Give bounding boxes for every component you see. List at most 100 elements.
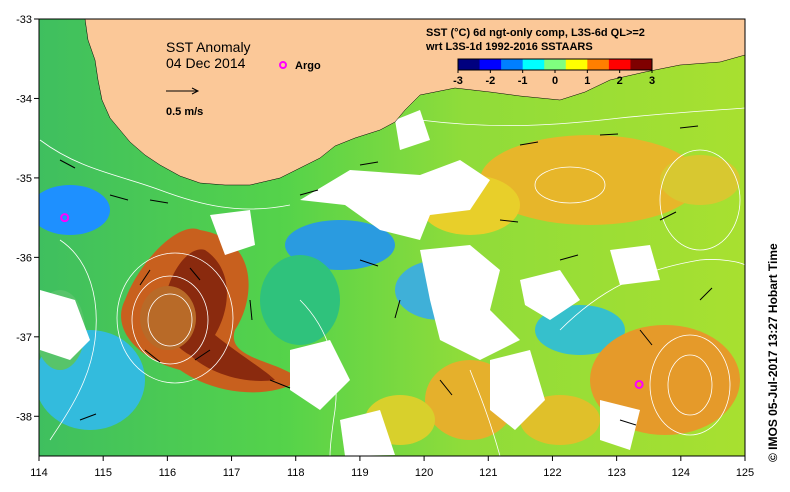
map-frame bbox=[38, 18, 746, 457]
colorbar-tick-label: 2 bbox=[617, 75, 623, 87]
velocity-arrow bbox=[699, 287, 713, 301]
contour-line bbox=[469, 369, 501, 456]
warm-patch-south-east bbox=[520, 395, 600, 445]
velocity-arrow bbox=[269, 379, 291, 389]
argo-legend: Argo bbox=[279, 60, 321, 72]
argo-float-marker bbox=[60, 213, 70, 223]
map-plot-area bbox=[39, 19, 745, 456]
no-data-patch-8 bbox=[340, 410, 395, 456]
colorbar-segment bbox=[522, 59, 545, 70]
contour-line bbox=[131, 275, 209, 365]
colorbar-title: SST (°C) 6d ngt-only comp, L3S-6d QL>=2 bbox=[426, 27, 645, 39]
velocity-arrow bbox=[394, 299, 401, 319]
velocity-arrow bbox=[139, 269, 151, 286]
velocity-arrow bbox=[499, 219, 519, 223]
no-data-patch-4 bbox=[210, 210, 255, 255]
velocity-arrow bbox=[439, 379, 453, 396]
velocity-arrow bbox=[659, 211, 677, 221]
warm-patch-northeast bbox=[480, 135, 700, 225]
x-tick-label: 115 bbox=[94, 467, 112, 479]
velocity-arrows bbox=[59, 125, 713, 426]
no-data-patch-9 bbox=[600, 400, 640, 450]
contour-line bbox=[667, 354, 713, 416]
contour-line bbox=[649, 334, 731, 436]
velocity-scale: 0.5 m/s bbox=[166, 87, 203, 118]
velocity-arrow bbox=[59, 159, 76, 169]
no-data-patch-6 bbox=[290, 340, 350, 410]
velocity-arrow bbox=[519, 141, 539, 146]
ssh-contours bbox=[39, 107, 745, 456]
y-tick-label: -35 bbox=[16, 173, 32, 185]
y-tick-label: -38 bbox=[16, 411, 32, 423]
no-data-patch-7 bbox=[490, 350, 545, 430]
no-data-patch-2 bbox=[420, 245, 520, 360]
colorbar-scale bbox=[457, 58, 653, 71]
velocity-arrow bbox=[144, 349, 161, 363]
colorbar-tick-label: -3 bbox=[453, 75, 463, 87]
cold-patch-west bbox=[39, 185, 110, 235]
velocity-arrow bbox=[249, 299, 253, 321]
x-tick-label: 122 bbox=[543, 467, 561, 479]
credit-text: © IMOS 05-Jul-2017 13:27 Hobart Time bbox=[766, 243, 780, 462]
y-tick-label: -37 bbox=[16, 332, 32, 344]
colorbar: SST (°C) 6d ngt-only comp, L3S-6d QL>=2 … bbox=[425, 27, 655, 87]
colorbar-ticks: -3 -2 -1 0 1 2 3 bbox=[453, 70, 655, 87]
no-data-patch-3 bbox=[520, 270, 580, 320]
contour-line bbox=[534, 166, 606, 204]
colorbar-segment bbox=[501, 59, 524, 70]
x-tick-label: 120 bbox=[415, 467, 433, 479]
velocity-arrow bbox=[599, 133, 619, 136]
x-tick-label: 119 bbox=[351, 467, 369, 479]
colorbar-segment bbox=[608, 59, 631, 70]
velocity-arrow bbox=[189, 267, 201, 281]
x-tick-label: 116 bbox=[159, 467, 177, 479]
velocity-arrow bbox=[679, 125, 699, 129]
x-tick-label: 124 bbox=[672, 467, 690, 479]
velocity-arrow bbox=[639, 329, 653, 346]
colorbar-segment bbox=[565, 59, 588, 70]
colorbar-segment bbox=[479, 59, 502, 70]
velocity-arrow bbox=[559, 254, 579, 261]
x-tick-label: 114 bbox=[30, 467, 48, 479]
x-tick-label: 118 bbox=[287, 467, 305, 479]
contour-line bbox=[299, 299, 337, 456]
argo-float-marker bbox=[634, 379, 644, 389]
colorbar-segment bbox=[544, 59, 567, 70]
argo-label: Argo bbox=[295, 60, 321, 72]
x-tick-label: 123 bbox=[607, 467, 625, 479]
no-data-patch-5 bbox=[40, 290, 90, 360]
arrowhead-icon bbox=[191, 87, 200, 95]
velocity-arrow bbox=[194, 349, 211, 361]
map-title: SST Anomaly bbox=[166, 39, 251, 55]
warm-patch-east-edge bbox=[660, 155, 740, 205]
contour-line bbox=[39, 139, 291, 210]
no-data-regions bbox=[40, 110, 660, 456]
colorbar-subtitle: wrt L3S-1d 1992-2016 SSTAARS bbox=[425, 41, 593, 53]
argo-marker-icon bbox=[279, 61, 287, 69]
cold-patch-southeast bbox=[535, 305, 625, 355]
velocity-scale-label: 0.5 m/s bbox=[166, 106, 203, 118]
y-tick-label: -33 bbox=[16, 14, 32, 26]
contour-line bbox=[147, 293, 193, 347]
y-tick-label: -34 bbox=[16, 93, 32, 105]
colorbar-tick-label: 0 bbox=[552, 75, 558, 87]
longitude-axis: 114 115 116 117 118 119 120 121 122 123 124 125 bbox=[30, 456, 754, 479]
velocity-arrow bbox=[359, 161, 379, 166]
latitude-axis: -33 -34 -35 -36 -37 -38 bbox=[16, 14, 39, 423]
velocity-arrow bbox=[149, 199, 169, 204]
contour-line bbox=[116, 252, 234, 384]
map-date: 04 Dec 2014 bbox=[166, 55, 246, 71]
velocity-arrow bbox=[109, 194, 129, 201]
colorbar-tick-label: 1 bbox=[584, 75, 590, 87]
velocity-arrow bbox=[359, 259, 379, 267]
x-tick-label: 125 bbox=[736, 467, 754, 479]
colorbar-tick-label: -2 bbox=[485, 75, 495, 87]
warm-eddy-core bbox=[163, 249, 275, 381]
contour-line bbox=[659, 149, 741, 251]
contour-line bbox=[559, 259, 745, 331]
argo-floats bbox=[60, 213, 644, 389]
colorbar-segment bbox=[587, 59, 610, 70]
colorbar-tick-label: 3 bbox=[649, 75, 655, 87]
y-tick-label: -36 bbox=[16, 252, 32, 264]
